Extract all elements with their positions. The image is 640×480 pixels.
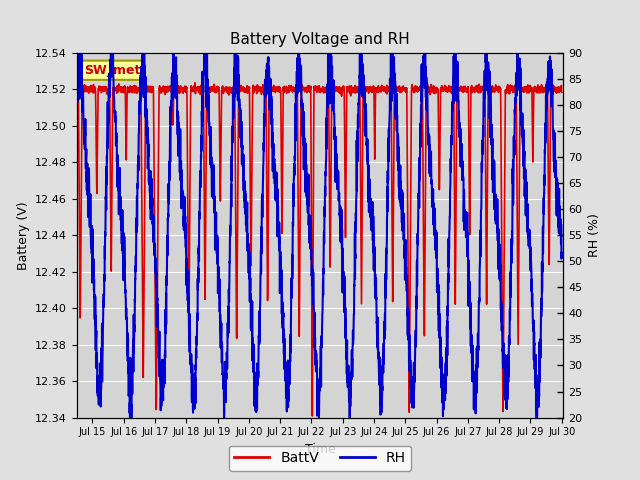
Legend: BattV, RH: BattV, RH (229, 445, 411, 471)
Text: SW_met: SW_met (84, 64, 140, 77)
Y-axis label: RH (%): RH (%) (588, 213, 601, 257)
Title: Battery Voltage and RH: Battery Voltage and RH (230, 33, 410, 48)
Y-axis label: Battery (V): Battery (V) (17, 201, 29, 269)
X-axis label: Time: Time (305, 443, 335, 456)
